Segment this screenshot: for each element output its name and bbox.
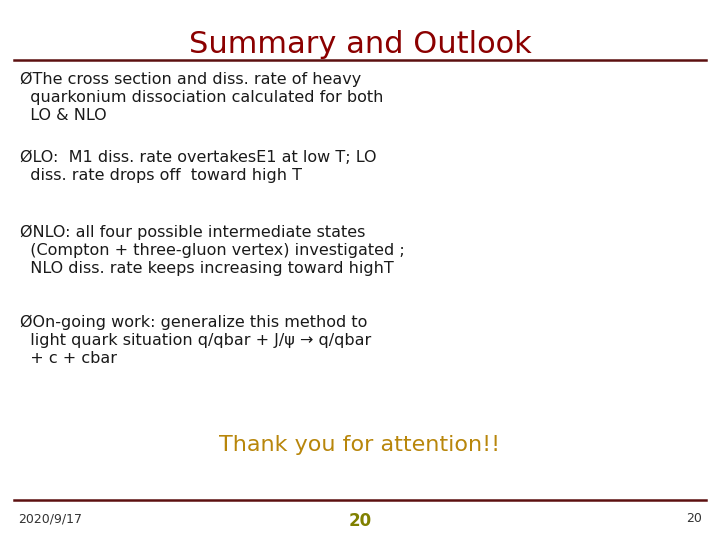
Text: light quark situation q/qbar + J/ψ → q/qbar: light quark situation q/qbar + J/ψ → q/q… bbox=[20, 333, 372, 348]
Text: ØThe cross section and diss. rate of heavy: ØThe cross section and diss. rate of hea… bbox=[20, 72, 361, 87]
Text: 20: 20 bbox=[686, 512, 702, 525]
Text: 2020/9/17: 2020/9/17 bbox=[18, 512, 82, 525]
Text: ØLO:  M1 diss. rate overtakesE1 at low T; LO: ØLO: M1 diss. rate overtakesE1 at low T;… bbox=[20, 150, 377, 165]
Text: quarkonium dissociation calculated for both: quarkonium dissociation calculated for b… bbox=[20, 90, 383, 105]
Text: Summary and Outlook: Summary and Outlook bbox=[189, 30, 531, 59]
Text: Thank you for attention!!: Thank you for attention!! bbox=[220, 435, 500, 455]
Text: LO & NLO: LO & NLO bbox=[20, 108, 107, 123]
Text: diss. rate drops off  toward high T: diss. rate drops off toward high T bbox=[20, 168, 302, 183]
Text: ØOn-going work: generalize this method to: ØOn-going work: generalize this method t… bbox=[20, 315, 367, 330]
Text: (Compton + three-gluon vertex) investigated ;: (Compton + three-gluon vertex) investiga… bbox=[20, 243, 405, 258]
Text: 20: 20 bbox=[348, 512, 372, 530]
Text: + c + cbar: + c + cbar bbox=[20, 351, 117, 366]
Text: NLO diss. rate keeps increasing toward highT: NLO diss. rate keeps increasing toward h… bbox=[20, 261, 394, 276]
Text: ØNLO: all four possible intermediate states: ØNLO: all four possible intermediate sta… bbox=[20, 225, 365, 240]
